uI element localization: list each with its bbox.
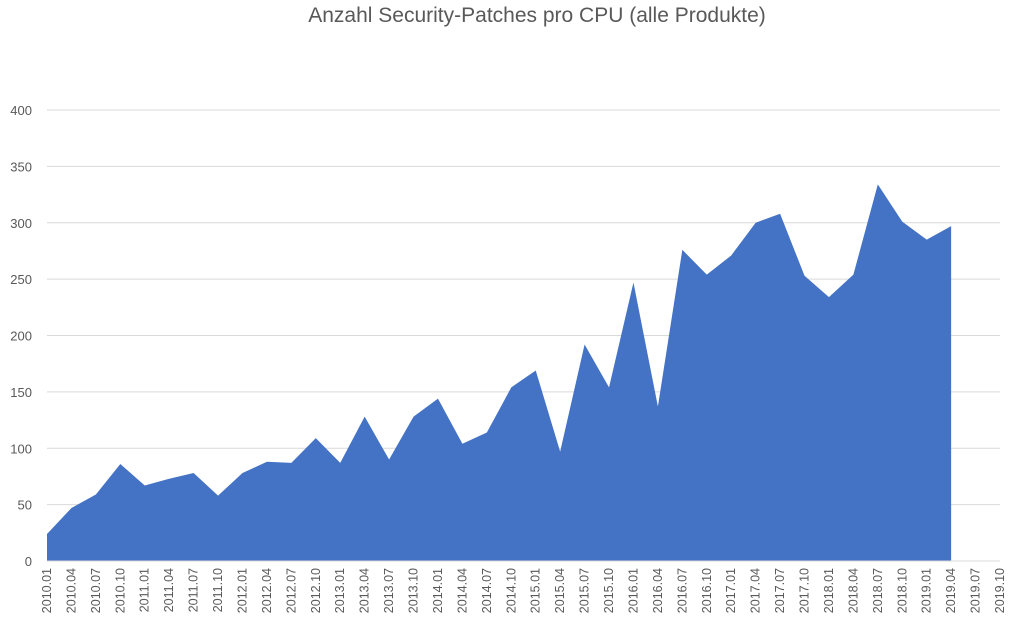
y-tick-label: 100	[10, 441, 32, 456]
x-tick-label: 2015.01	[529, 568, 543, 613]
y-axis: 0 50 100 150 200 250 300 350 400	[10, 103, 32, 569]
x-tick-label: 2019.01	[920, 568, 934, 613]
x-tick-label: 2015.10	[602, 568, 616, 613]
x-tick-label: 2016.04	[651, 568, 665, 613]
x-tick-label: 2017.04	[749, 568, 763, 613]
x-tick-label: 2018.07	[871, 568, 885, 613]
x-tick-label: 2018.10	[895, 568, 909, 613]
y-tick-label: 400	[10, 103, 32, 118]
x-tick-label: 2016.07	[675, 568, 689, 613]
x-axis: 2010.01 2010.04 2010.07 2010.10 2011.01 2011.…	[40, 560, 1007, 613]
area-fill	[47, 184, 952, 562]
x-tick-label: 2014.10	[504, 568, 518, 613]
x-tick-label: 2017.07	[773, 568, 787, 613]
x-tick-label: 2019.04	[944, 568, 958, 613]
x-tick-label: 2010.10	[113, 568, 127, 613]
x-tick-label: 2014.07	[480, 568, 494, 613]
x-tick-label: 2015.04	[553, 568, 567, 613]
x-tick-label: 2012.10	[309, 568, 323, 613]
x-tick-label: 2019.10	[993, 568, 1007, 613]
x-tick-label: 2013.10	[407, 568, 421, 613]
x-tick-label: 2010.07	[89, 568, 103, 613]
x-tick-label: 2014.01	[431, 568, 445, 613]
x-tick-label: 2019.07	[969, 568, 983, 613]
x-tick-label: 2010.01	[40, 568, 54, 613]
x-tick-label: 2016.10	[700, 568, 714, 613]
y-tick-label: 300	[10, 216, 32, 231]
y-tick-label: 150	[10, 385, 32, 400]
y-tick-label: 50	[18, 498, 32, 513]
x-tick-label: 2018.01	[822, 568, 836, 613]
x-tick-label: 2013.07	[382, 568, 396, 613]
y-tick-label: 250	[10, 272, 32, 287]
x-tick-label: 2014.04	[455, 568, 469, 613]
x-tick-label: 2011.04	[162, 568, 176, 612]
x-tick-label: 2018.04	[846, 568, 860, 613]
x-tick-label: 2012.04	[260, 568, 274, 613]
y-tick-label: 0	[25, 554, 32, 569]
x-tick-label: 2017.01	[724, 568, 738, 613]
x-tick-label: 2016.01	[626, 568, 640, 613]
x-tick-label: 2012.01	[235, 568, 249, 613]
x-tick-label: 2010.04	[64, 568, 78, 613]
x-tick-label: 2017.10	[798, 568, 812, 613]
x-tick-label: 2011.01	[138, 568, 152, 612]
x-tick-label: 2011.10	[211, 568, 225, 612]
chart-title: Anzahl Security-Patches pro CPU (alle Pr…	[308, 4, 766, 27]
area-series	[47, 184, 952, 562]
x-tick-label: 2011.07	[187, 568, 201, 612]
x-tick-label: 2013.01	[333, 568, 347, 613]
x-tick-label: 2015.07	[578, 568, 592, 613]
y-tick-label: 350	[10, 159, 32, 174]
x-tick-label: 2012.07	[284, 568, 298, 613]
x-tick-label: 2013.04	[358, 568, 372, 613]
y-tick-label: 200	[10, 329, 32, 344]
